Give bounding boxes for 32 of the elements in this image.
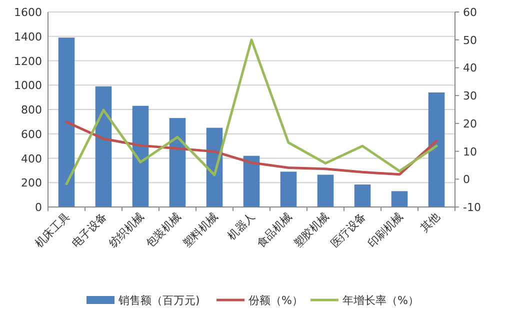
- y-tick-label: 1600: [14, 6, 42, 19]
- bar: [95, 86, 112, 207]
- bar: [132, 106, 149, 207]
- bar: [280, 172, 297, 207]
- bar: [58, 38, 75, 207]
- bar: [169, 118, 186, 207]
- y2-tick-label: 10: [463, 145, 477, 158]
- y2-tick-label: 30: [463, 90, 477, 103]
- y2-tick-label: 40: [463, 62, 477, 75]
- legend-label: 年增长率（%）: [342, 294, 419, 307]
- y-tick-label: 1200: [14, 54, 42, 68]
- legend-label: 份额（%）: [248, 294, 303, 307]
- line-series: [65, 120, 438, 176]
- y2-tick-label: -10: [463, 201, 481, 214]
- x-tick-label: 其他: [418, 210, 443, 235]
- y-tick-label: 1400: [14, 30, 42, 44]
- bar: [317, 174, 334, 207]
- line-series: [65, 38, 438, 186]
- bar: [354, 184, 371, 207]
- y2-tick-label: 60: [463, 6, 477, 19]
- y-tick-label: 800: [21, 104, 42, 116]
- bar: [428, 92, 445, 207]
- legend-label: 销售额（百万元): [118, 294, 200, 307]
- y2-tick-label: 20: [463, 117, 477, 130]
- y-tick-label: 200: [21, 176, 42, 190]
- y2-tick-label: 0: [463, 173, 470, 186]
- bar: [243, 156, 260, 207]
- bar: [391, 191, 408, 207]
- y-tick-label: 600: [21, 128, 42, 141]
- y-tick-label: 1000: [14, 79, 42, 92]
- y-tick-label: 400: [21, 152, 42, 166]
- y2-tick-label: 50: [463, 34, 477, 47]
